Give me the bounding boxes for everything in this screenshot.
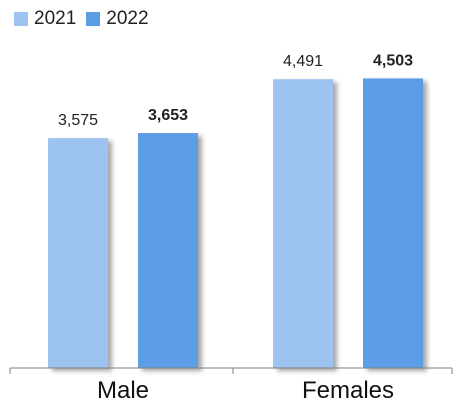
data-label-females-2021: 4,491 (283, 53, 323, 70)
bar-females-2022 (363, 78, 423, 368)
legend-swatch-2021 (14, 12, 28, 26)
category-label-male: Male (97, 377, 149, 404)
legend-item-2021: 2021 (14, 8, 76, 30)
bar-females-2021 (273, 79, 333, 369)
legend-swatch-2022 (86, 12, 101, 26)
category-label-females: Females (302, 377, 394, 404)
data-label-male-2022: 3,653 (148, 107, 188, 124)
bar-male-2021 (48, 138, 108, 368)
legend-item-2022: 2022 (86, 8, 149, 30)
legend: 2021 2022 (14, 8, 149, 30)
data-label-females-2022: 4,503 (373, 52, 413, 69)
legend-label-2022: 2022 (106, 8, 149, 29)
bar-male-2022 (138, 133, 198, 368)
data-label-male-2021: 3,575 (58, 112, 98, 129)
legend-label-2021: 2021 (34, 8, 77, 29)
